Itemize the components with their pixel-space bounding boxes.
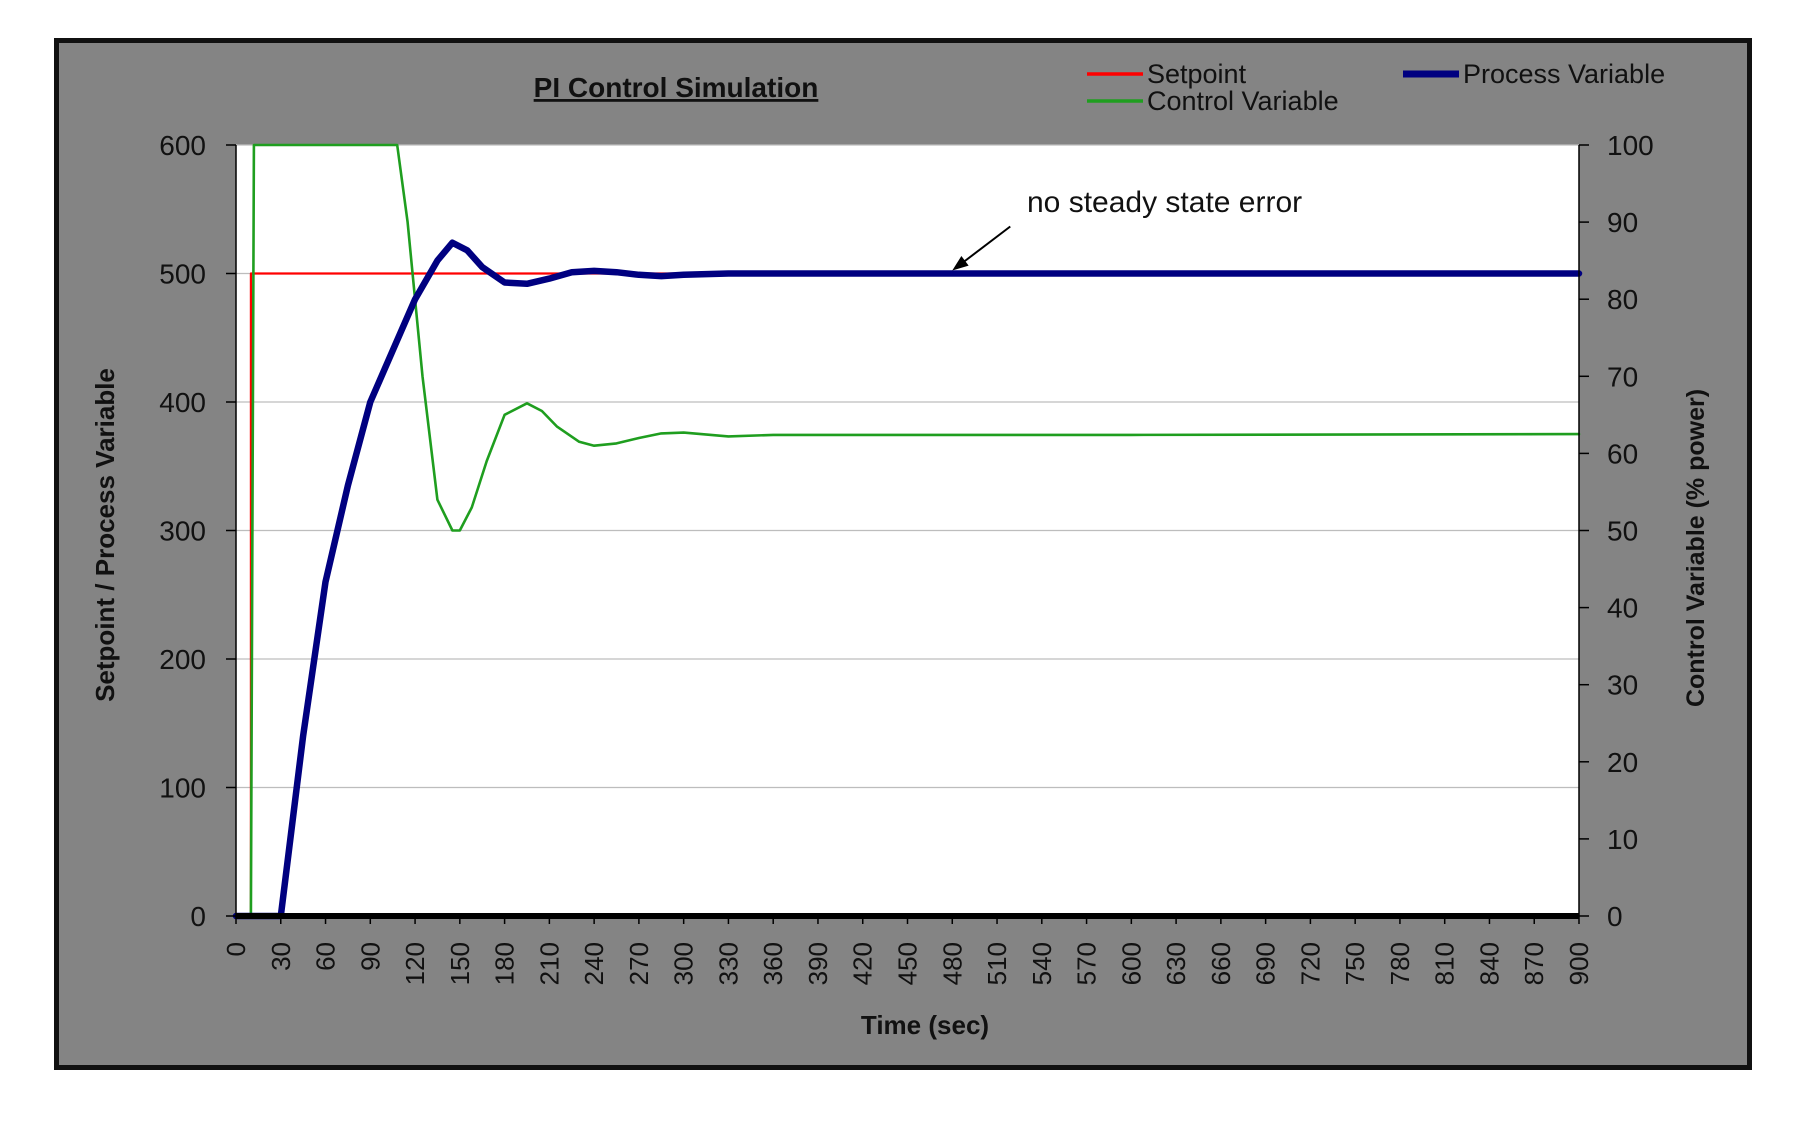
annotation-arrow-head	[952, 256, 969, 271]
annotation: no steady state error	[952, 186, 1302, 271]
y-right-tick-label: 40	[1607, 593, 1638, 624]
x-tick-label: 600	[1116, 942, 1146, 985]
chart-title: PI Control Simulation	[534, 72, 819, 103]
y-tick-label: 400	[159, 387, 206, 418]
y-right-tick-label: 100	[1607, 130, 1654, 161]
x-tick-label: 780	[1385, 942, 1415, 985]
x-tick-label: 690	[1251, 942, 1281, 985]
x-tick-label: 720	[1295, 942, 1325, 985]
x-tick-label: 480	[937, 942, 967, 985]
y-tick-label: 200	[159, 644, 206, 675]
legend-label-process-variable: Process Variable	[1463, 59, 1665, 89]
x-tick-label: 510	[982, 942, 1012, 985]
y-tick-label: 600	[159, 130, 206, 161]
x-tick-label: 210	[534, 942, 564, 985]
x-tick-label: 330	[713, 942, 743, 985]
y-right-tick-label: 20	[1607, 747, 1638, 778]
y-axis-title: Setpoint / Process Variable	[90, 368, 120, 702]
x-tick-label: 60	[311, 942, 341, 971]
x-tick-label: 810	[1430, 942, 1460, 985]
y-right-tick-label: 90	[1607, 207, 1638, 238]
x-tick-label: 630	[1161, 942, 1191, 985]
y-right-tick-label: 70	[1607, 361, 1638, 392]
x-tick-label: 540	[1027, 942, 1057, 985]
x-tick-label: 420	[848, 942, 878, 985]
x-tick-label: 0	[221, 942, 251, 956]
annotation-text: no steady state error	[1027, 186, 1302, 219]
y-tick-labels: 0 100 200 300 400 500 600	[159, 130, 236, 932]
x-tick-label: 750	[1340, 942, 1370, 985]
x-tick-label: 120	[400, 942, 430, 985]
y-tick-label: 300	[159, 516, 206, 547]
x-tick-labels: 0 30 60 90 120 150 180 210 240 270 300 330 360 390 420…	[221, 916, 1594, 985]
y-tick-label: 100	[159, 773, 206, 804]
legend-label-setpoint: Setpoint	[1147, 59, 1247, 89]
y-right-tick-label: 60	[1607, 438, 1638, 469]
y-right-tick-label: 0	[1607, 901, 1623, 932]
y-right-tick-label: 10	[1607, 824, 1638, 855]
x-tick-label: 390	[803, 942, 833, 985]
x-tick-label: 660	[1206, 942, 1236, 985]
series-line-process-variable	[232, 239, 1583, 920]
x-tick-label: 450	[893, 942, 923, 985]
y-right-axis-title: Control Variable (% power)	[1682, 389, 1710, 707]
x-tick-label: 150	[445, 942, 475, 985]
x-tick-label: 30	[266, 942, 296, 971]
x-tick-label: 900	[1564, 942, 1594, 985]
x-tick-label: 90	[355, 942, 385, 971]
y-tick-label: 0	[190, 901, 206, 932]
x-axis-title: Time (sec)	[861, 1010, 989, 1040]
y-right-tick-labels: 0 10 20 30 40 50 60 70 80 90 100	[1579, 130, 1654, 932]
x-tick-label: 570	[1072, 942, 1102, 985]
x-tick-label: 840	[1474, 942, 1504, 985]
annotation-arrow	[959, 225, 1011, 266]
y-right-tick-label: 30	[1607, 670, 1638, 701]
x-tick-label: 300	[669, 942, 699, 985]
x-tick-label: 360	[758, 942, 788, 985]
y-tick-label: 500	[159, 259, 206, 290]
series-line-control-variable	[234, 143, 1581, 918]
x-tick-label: 870	[1519, 942, 1549, 985]
x-tick-label: 240	[579, 942, 609, 985]
y-right-tick-label: 50	[1607, 516, 1638, 547]
x-tick-label: 270	[624, 942, 654, 985]
x-tick-label: 180	[490, 942, 520, 985]
y-right-tick-label: 80	[1607, 284, 1638, 315]
legend-label-control-variable: Control Variable	[1147, 86, 1339, 116]
